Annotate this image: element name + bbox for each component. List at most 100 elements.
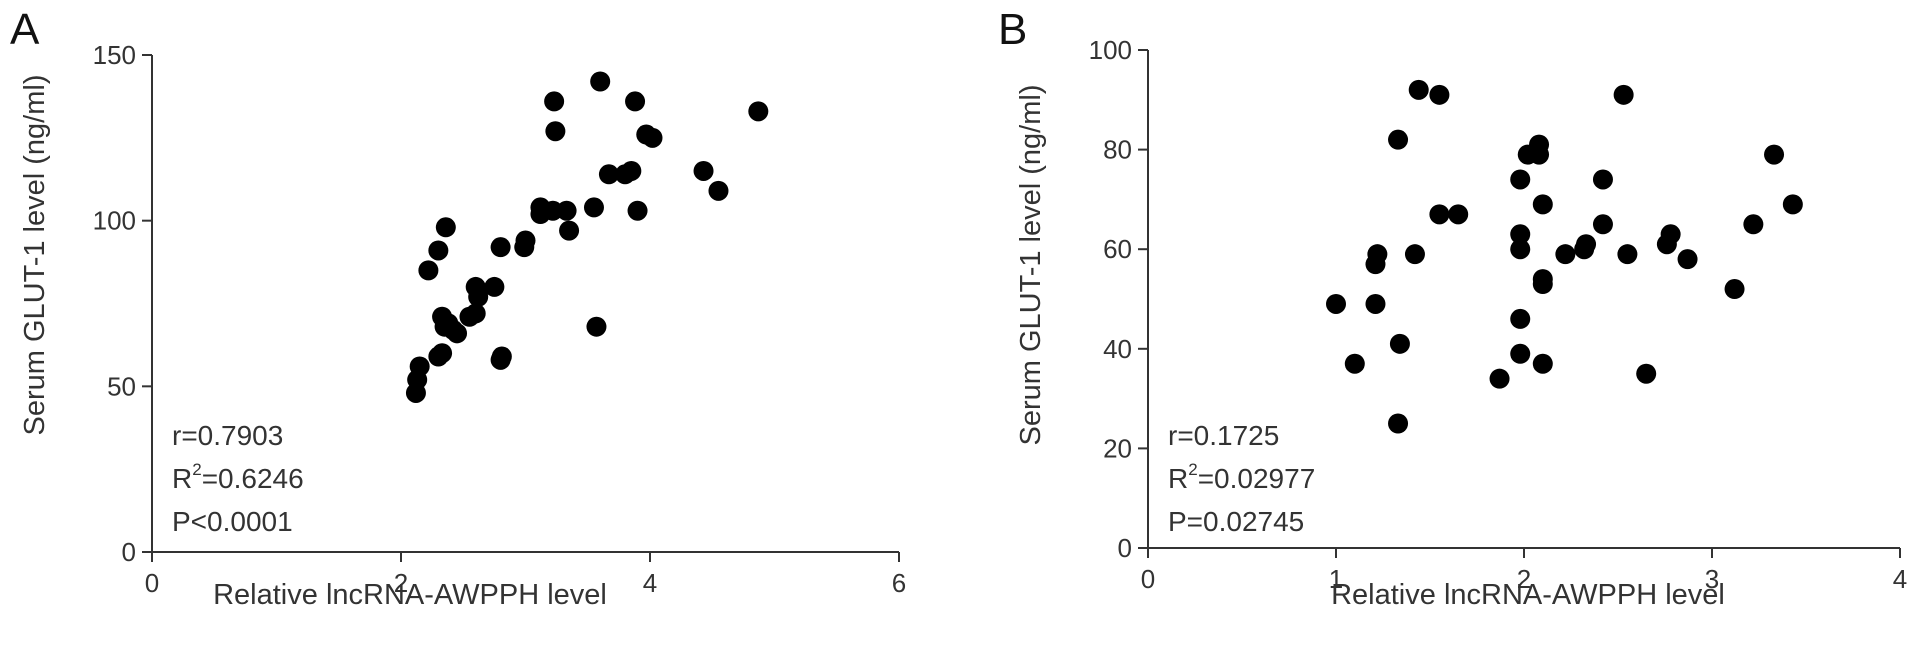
panel-a-r2-number: =0.6246 <box>202 463 304 494</box>
panel-a-data-point <box>556 200 577 221</box>
panel-b-data-point <box>1724 279 1745 300</box>
panel-b-data-point <box>1782 194 1803 215</box>
panel-b-data-point <box>1613 84 1634 105</box>
panel-b-x-tick-label: 4 <box>1893 564 1907 594</box>
panel-a-data-point <box>545 121 566 142</box>
panel-b-data-point <box>1429 84 1450 105</box>
panel-b-data-point <box>1388 413 1409 434</box>
panel-b-data-point <box>1555 244 1576 265</box>
panel-b-y-axis-title: Serum GLUT-1 level (ng/ml) <box>1015 85 1047 446</box>
panel-b-y-tick-label: 0 <box>1118 533 1132 563</box>
panel-a-scatter-chart: A 0 50 100 150 0 2 4 6 Relative lncRNA-AWPPH le… <box>10 5 906 611</box>
panel-a-data-point <box>428 240 449 261</box>
panel-a-r2-value: R2=0.6246 <box>172 460 304 494</box>
panel-a-r-value: r=0.7903 <box>172 420 283 451</box>
panel-a-r2-superscript: 2 <box>192 460 201 479</box>
panel-b-data-point <box>1404 244 1425 265</box>
panel-b-r2-prefix: R <box>1168 463 1188 494</box>
panel-a-data-point <box>465 303 486 324</box>
panel-b-data-point <box>1326 293 1346 314</box>
panel-b-data-point <box>1408 79 1429 100</box>
panel-a-p-value: P<0.0001 <box>172 506 293 537</box>
panel-a-y-tick-label: 50 <box>107 371 136 401</box>
panel-b-data-point <box>1636 363 1657 384</box>
panel-a-data-point <box>621 160 642 181</box>
panel-b-x-tick-label: 0 <box>1141 564 1155 594</box>
panel-b-data-point <box>1532 194 1553 215</box>
panel-a-data-point <box>625 91 646 112</box>
panel-b-stats: r=0.1725 R2=0.02977 P=0.02745 <box>1168 420 1315 537</box>
panel-b-data-point <box>1510 224 1531 245</box>
panel-a-letter: A <box>10 5 40 54</box>
panel-a-data-point <box>435 217 456 238</box>
panel-b-data-point <box>1510 169 1531 190</box>
panel-a-data-point <box>642 127 663 148</box>
panel-b-points <box>1326 79 1803 434</box>
panel-b-data-point <box>1592 169 1613 190</box>
panel-b-r-value: r=0.1725 <box>1168 420 1279 451</box>
panel-a-data-point <box>409 356 430 377</box>
panel-b-data-point <box>1429 204 1450 225</box>
panel-a-data-point <box>748 101 769 122</box>
panel-b-axes: 0 20 40 60 80 100 0 1 2 3 4 <box>1089 35 1908 594</box>
panel-a-x-tick-label: 2 <box>394 568 408 598</box>
panel-a-y-axis-title: Serum GLUT-1 level (ng/ml) <box>19 75 51 436</box>
panel-a-x-tick-label: 4 <box>643 568 657 598</box>
panel-b-x-tick-label: 1 <box>1329 564 1343 594</box>
panel-a-data-point <box>559 220 580 241</box>
panel-b-data-point <box>1743 214 1764 235</box>
panel-a-data-point <box>484 276 505 297</box>
panel-a-data-point <box>590 71 611 92</box>
panel-a-y-tick-label: 150 <box>93 40 136 70</box>
panel-b-data-point <box>1592 214 1613 235</box>
panel-b-x-axis-title: Relative lncRNA-AWPPH level <box>1331 579 1725 611</box>
panel-a-data-point <box>432 343 453 364</box>
panel-a-data-point <box>627 200 648 221</box>
panel-b-p-value: P=0.02745 <box>1168 506 1304 537</box>
panel-a-r2-prefix: R <box>172 463 192 494</box>
panel-a-x-axis-title: Relative lncRNA-AWPPH level <box>213 579 607 611</box>
panel-a-data-point <box>586 316 607 337</box>
panel-a-data-point <box>515 230 536 251</box>
panel-b-data-point <box>1764 144 1785 165</box>
panel-b-data-point <box>1344 353 1365 374</box>
panel-a-data-point <box>491 346 512 367</box>
panel-b-y-tick-label: 40 <box>1103 334 1132 364</box>
panel-b-data-point <box>1576 234 1597 255</box>
panel-b-r2-superscript: 2 <box>1188 460 1197 479</box>
panel-b-y-tick-label: 20 <box>1103 433 1132 463</box>
panel-a-axes: 0 50 100 150 0 2 4 6 <box>93 40 907 598</box>
panel-a-data-point <box>542 200 563 221</box>
panel-b-data-point <box>1510 239 1531 260</box>
panel-a-x-tick-label: 0 <box>145 568 159 598</box>
panel-a-stats: r=0.7903 R2=0.6246 P<0.0001 <box>172 420 304 537</box>
panel-a-data-point <box>490 237 511 258</box>
panel-b-data-point <box>1660 224 1681 245</box>
panel-b-data-point <box>1617 244 1638 265</box>
panel-a-data-point <box>708 180 729 201</box>
panel-a-y-tick-label: 100 <box>93 206 136 236</box>
panel-b-letter: B <box>998 5 1027 54</box>
panel-b-data-point <box>1367 244 1388 265</box>
panel-b-data-point <box>1532 274 1553 295</box>
panel-b-y-tick-label: 60 <box>1103 234 1132 264</box>
panel-b-r2-value: R2=0.02977 <box>1168 460 1315 494</box>
panel-b-x-tick-label: 3 <box>1705 564 1719 594</box>
panel-b-data-point <box>1529 144 1550 165</box>
panel-a-data-point <box>693 160 714 181</box>
panel-b-data-point <box>1532 353 1553 374</box>
panel-b-y-tick-label: 100 <box>1089 35 1132 65</box>
panel-b-data-point <box>1489 368 1510 389</box>
panel-a-data-point <box>468 286 489 307</box>
panel-a-data-point <box>598 164 619 185</box>
panel-b-data-point <box>1448 204 1469 225</box>
panel-b-r2-number: =0.02977 <box>1198 463 1316 494</box>
panel-a-data-point <box>583 197 604 218</box>
panel-a-points <box>405 71 769 403</box>
panel-a-x-tick-label: 6 <box>892 568 906 598</box>
panel-b-data-point <box>1510 343 1531 364</box>
panel-a-data-point <box>544 91 565 112</box>
panel-b-scatter-chart: B 0 20 40 60 80 100 0 1 2 3 4 Relative lncRNA-AWPP… <box>998 5 1907 611</box>
panel-b-x-tick-label: 2 <box>1517 564 1531 594</box>
